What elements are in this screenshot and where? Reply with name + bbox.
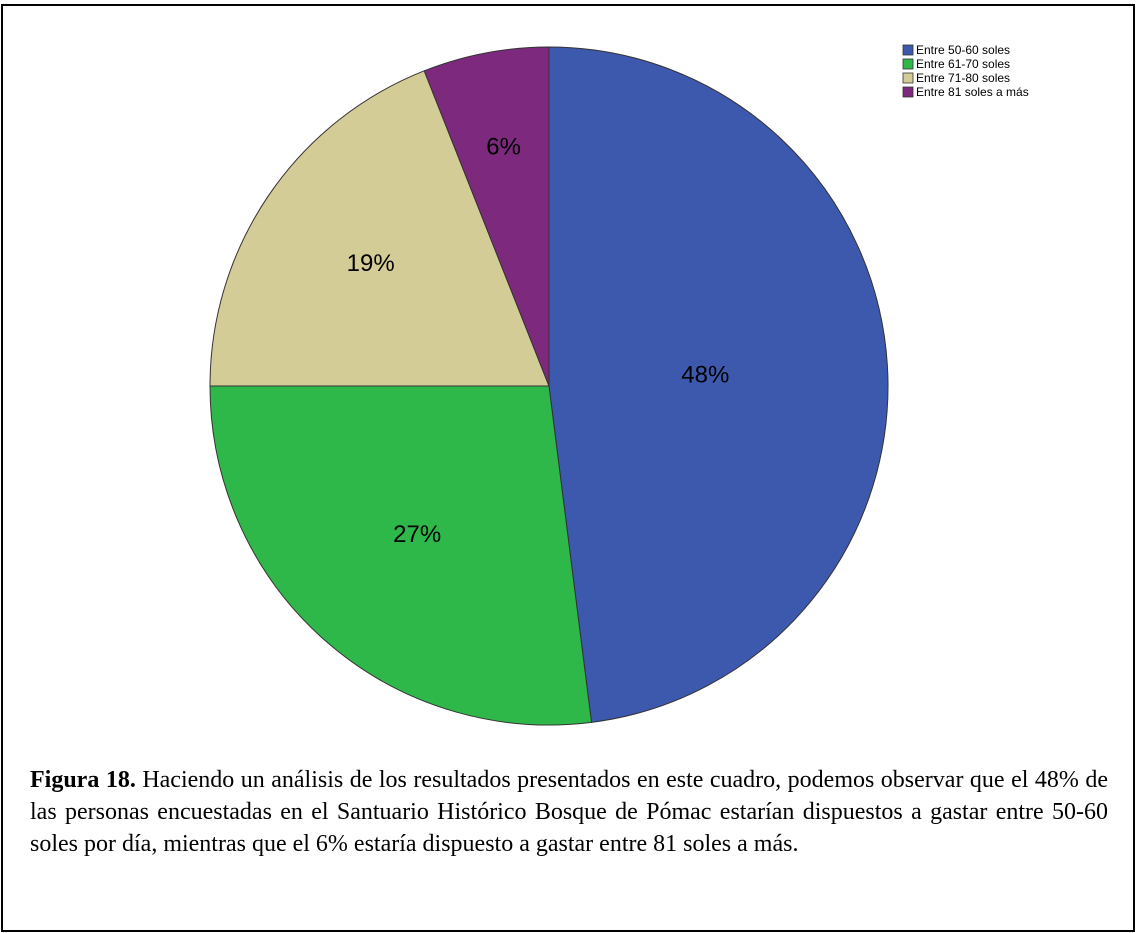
legend-label: Entre 71-80 soles [916,71,1010,85]
pie-slice [548,46,889,723]
legend-label: Entre 61-70 soles [916,57,1010,71]
legend-swatch [902,72,914,84]
legend-label: Entre 81 soles a más [916,85,1029,99]
caption-label: Figura 18. [30,767,136,793]
frame [1,4,1135,932]
pie-slice [209,385,593,726]
caption-text: Haciendo un análisis de los resultados p… [30,767,1109,857]
legend-swatch [902,44,914,56]
pie-slice [209,70,550,387]
pie-slice [423,46,550,387]
slice-label: 48% [681,362,729,389]
legend-swatch [902,86,914,98]
legend-swatch [902,58,914,70]
slice-label: 27% [393,521,441,548]
legend-label: Entre 50-60 soles [916,43,1010,57]
slice-label: 6% [486,134,521,161]
caption: Figura 18. Haciendo un análisis de los r… [30,764,1108,860]
slice-label: 19% [347,250,395,277]
